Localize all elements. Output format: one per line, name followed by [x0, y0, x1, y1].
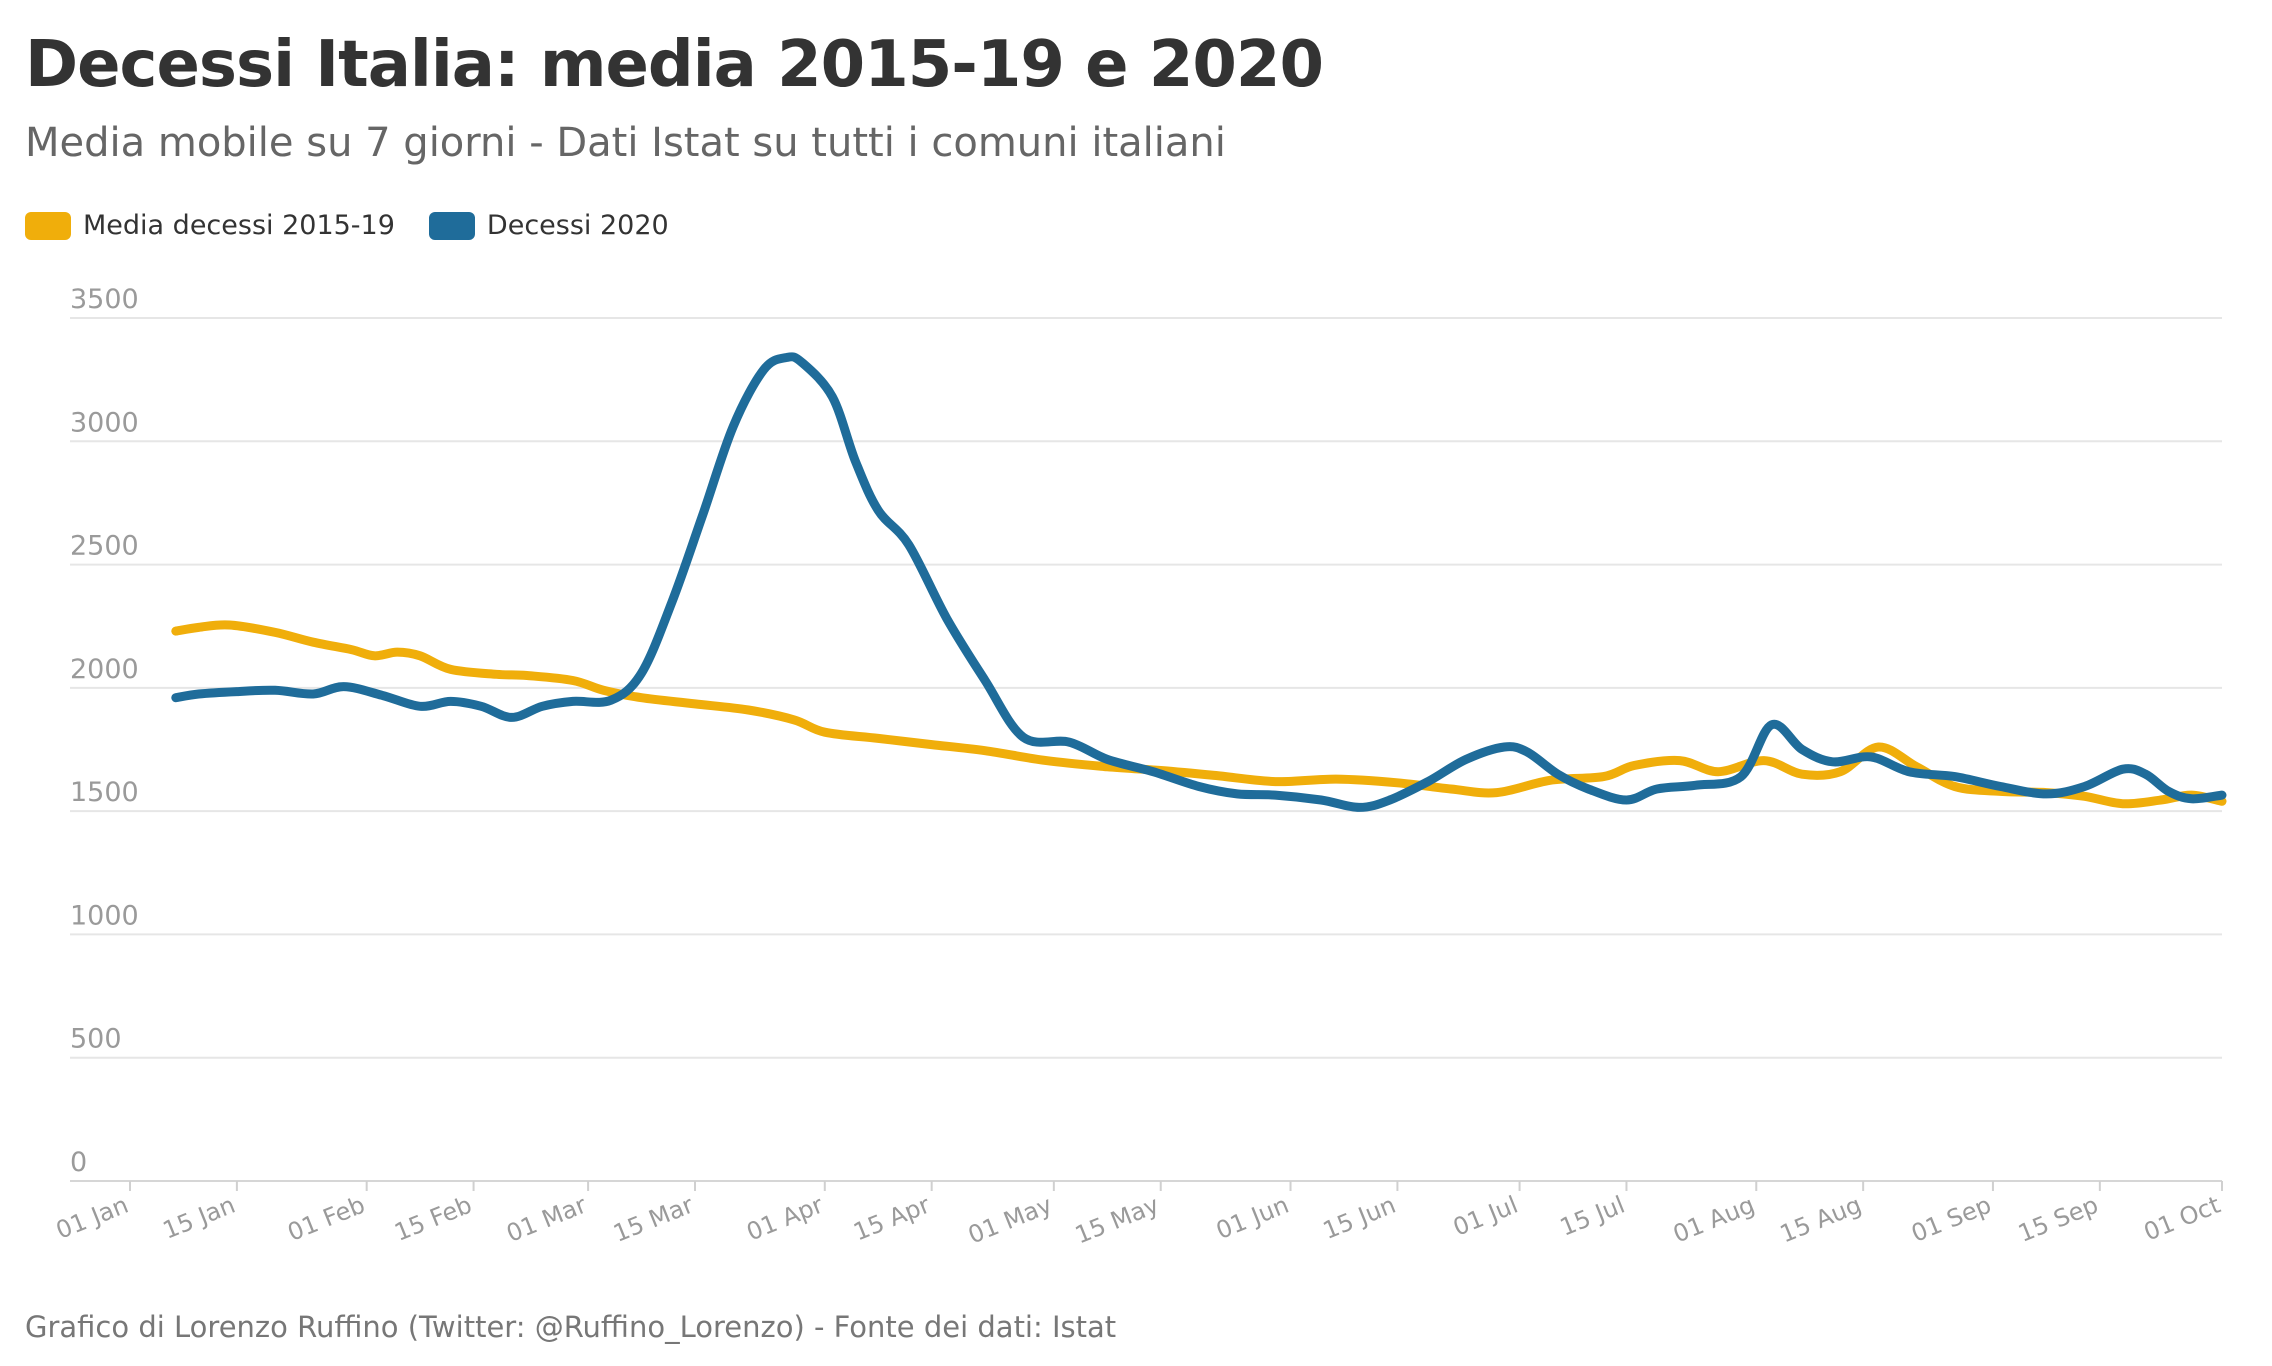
x-tick-label: 15 Apr: [850, 1191, 934, 1247]
legend-swatch-2020: [428, 211, 475, 240]
y-axis-ticks: 0 500 1000 1500 2000 2500 3000 3500: [70, 284, 139, 1178]
x-tick-label: 15 Aug: [1776, 1191, 1865, 1249]
x-tick-label: 01 Oct: [2140, 1191, 2224, 1247]
x-tick-label: 15 Jul: [1556, 1191, 1629, 1242]
legend-swatch-media: [25, 211, 71, 240]
x-tick-label: 15 May: [1071, 1191, 1163, 1250]
legend-item-media[interactable]: Media decessi 2015-19: [25, 210, 395, 241]
series-line-2020: [171, 352, 2227, 812]
x-tick-label: 01 Mar: [502, 1191, 590, 1248]
legend: Media decessi 2015-19 Decessi 2020: [25, 210, 703, 241]
x-tick-label: 01 May: [964, 1191, 1056, 1250]
y-tick-label-500: 500: [70, 1024, 122, 1055]
x-tick-label: 01 Jun: [1212, 1191, 1293, 1245]
x-tick-label: 01 Apr: [743, 1191, 827, 1247]
source-footer: Grafico di Lorenzo Ruffino (Twitter: @Ru…: [25, 1310, 1117, 1344]
x-tick-label: 15 Feb: [391, 1191, 476, 1247]
y-tick-label-0: 0: [70, 1147, 87, 1178]
x-tick-label: 01 Feb: [284, 1191, 369, 1247]
x-tick-label: 15 Sep: [2014, 1191, 2102, 1248]
chart-subtitle: Media mobile su 7 giorni - Dati Istat su…: [25, 120, 1226, 166]
x-tick-label: 15 Mar: [609, 1191, 697, 1248]
x-tick-label: 01 Jan: [52, 1191, 132, 1245]
y-tick-label-1500: 1500: [70, 777, 139, 808]
x-tick-label: 15 Jan: [159, 1191, 239, 1245]
y-tick-label-2000: 2000: [70, 654, 139, 685]
x-tick-label: 01 Sep: [1907, 1191, 1995, 1248]
x-tick-label: 01 Jul: [1449, 1191, 1522, 1242]
chart-title: Decessi Italia: media 2015-19 e 2020: [25, 28, 1324, 102]
y-tick-label-3500: 3500: [70, 284, 139, 315]
series-lines: [171, 352, 2227, 812]
x-tick-label: 15 Jun: [1319, 1191, 1400, 1245]
legend-label-media: Media decessi 2015-19: [83, 210, 395, 241]
y-tick-label-1000: 1000: [70, 900, 139, 931]
x-axis-ticks: 01 Jan 15 Jan 01 Feb 15 Feb 01 Mar 15 Mar 01 A…: [52, 1181, 2224, 1249]
legend-label-2020: Decessi 2020: [486, 210, 669, 241]
y-tick-label-2500: 2500: [70, 531, 139, 562]
y-tick-label-3000: 3000: [70, 407, 139, 438]
legend-item-2020[interactable]: Decessi 2020: [428, 210, 669, 241]
grid-lines: [70, 317, 2222, 1182]
x-tick-label: 01 Aug: [1669, 1191, 1758, 1249]
